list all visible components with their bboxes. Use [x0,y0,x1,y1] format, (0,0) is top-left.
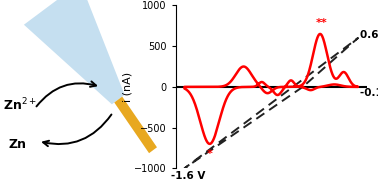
Text: **: ** [316,18,328,28]
Text: *: * [207,149,213,159]
Text: 0.6 V: 0.6 V [360,30,378,40]
Polygon shape [24,0,125,104]
Y-axis label: i (nA): i (nA) [123,72,133,102]
Text: -0.1 V: -0.1 V [360,88,378,98]
Polygon shape [114,97,157,153]
Text: Zn: Zn [9,138,27,151]
Text: -1.6 V: -1.6 V [171,171,206,181]
Text: Zn$^{2+}$: Zn$^{2+}$ [3,97,37,113]
